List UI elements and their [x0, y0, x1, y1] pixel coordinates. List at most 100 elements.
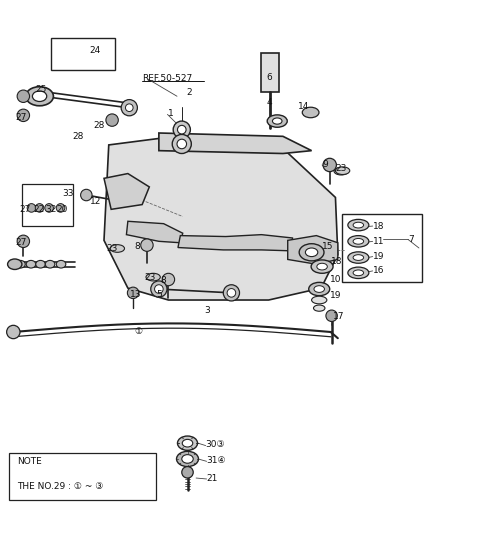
Ellipse shape — [336, 167, 350, 174]
Text: 31④: 31④ — [206, 456, 226, 465]
Polygon shape — [178, 235, 292, 251]
Ellipse shape — [348, 220, 369, 231]
Ellipse shape — [309, 282, 330, 296]
Circle shape — [56, 203, 65, 212]
Ellipse shape — [348, 267, 369, 279]
Text: THE NO.29 : ① ~ ③: THE NO.29 : ① ~ ③ — [17, 482, 103, 491]
Ellipse shape — [182, 455, 193, 463]
FancyBboxPatch shape — [50, 38, 115, 70]
Text: 23: 23 — [336, 164, 347, 173]
Text: REF.50-527: REF.50-527 — [142, 74, 192, 83]
Ellipse shape — [348, 236, 369, 247]
Ellipse shape — [33, 91, 47, 102]
Text: 8: 8 — [161, 276, 167, 285]
Ellipse shape — [26, 260, 36, 268]
Ellipse shape — [305, 248, 318, 257]
Bar — [261, 53, 279, 92]
Text: 23: 23 — [144, 273, 156, 282]
Circle shape — [35, 203, 44, 212]
Text: 11: 11 — [372, 237, 384, 246]
Text: 25: 25 — [36, 84, 47, 94]
Text: 3: 3 — [204, 306, 210, 315]
Ellipse shape — [353, 270, 364, 275]
Polygon shape — [126, 221, 183, 243]
Text: ①: ① — [134, 327, 142, 336]
Ellipse shape — [273, 118, 282, 124]
Circle shape — [326, 310, 337, 322]
Text: 7: 7 — [408, 235, 414, 244]
Text: 27: 27 — [16, 238, 27, 247]
Text: 32: 32 — [45, 206, 57, 214]
Text: 28: 28 — [72, 132, 84, 141]
Text: 27: 27 — [20, 206, 31, 214]
Text: 13: 13 — [130, 290, 142, 299]
Circle shape — [141, 239, 153, 251]
Text: 14: 14 — [298, 102, 310, 111]
Text: 9: 9 — [322, 159, 328, 168]
Ellipse shape — [302, 107, 319, 118]
Ellipse shape — [16, 260, 25, 268]
Circle shape — [17, 235, 30, 247]
Circle shape — [151, 281, 167, 297]
Text: 19: 19 — [372, 252, 384, 261]
FancyBboxPatch shape — [22, 184, 73, 226]
Ellipse shape — [178, 436, 198, 450]
Text: 23: 23 — [107, 244, 118, 253]
Text: 16: 16 — [372, 266, 384, 275]
Text: 15: 15 — [322, 242, 334, 251]
Ellipse shape — [317, 263, 327, 270]
Text: 19: 19 — [330, 291, 341, 300]
Circle shape — [17, 90, 30, 102]
Text: 4: 4 — [267, 98, 272, 108]
Circle shape — [162, 273, 175, 286]
Text: 8: 8 — [134, 242, 140, 251]
FancyBboxPatch shape — [9, 453, 156, 500]
Polygon shape — [104, 174, 149, 209]
Circle shape — [182, 466, 193, 478]
Text: 18: 18 — [331, 257, 342, 266]
Ellipse shape — [353, 254, 364, 260]
Circle shape — [125, 104, 133, 111]
Text: 22: 22 — [34, 206, 45, 214]
Polygon shape — [159, 133, 312, 153]
Ellipse shape — [8, 259, 22, 270]
Ellipse shape — [353, 222, 364, 228]
Ellipse shape — [267, 115, 287, 128]
Text: 5: 5 — [156, 290, 162, 299]
Circle shape — [177, 139, 187, 148]
Circle shape — [7, 325, 20, 339]
Ellipse shape — [36, 260, 45, 268]
Ellipse shape — [348, 252, 369, 263]
Ellipse shape — [334, 167, 348, 175]
Circle shape — [172, 134, 192, 153]
Circle shape — [81, 189, 92, 201]
Ellipse shape — [313, 305, 325, 312]
Ellipse shape — [314, 286, 324, 292]
Text: 30③: 30③ — [205, 440, 225, 449]
Ellipse shape — [110, 245, 124, 252]
Circle shape — [223, 285, 240, 301]
Ellipse shape — [353, 238, 364, 244]
Ellipse shape — [311, 260, 333, 273]
Ellipse shape — [56, 260, 66, 268]
Text: 10: 10 — [330, 275, 341, 284]
Text: 24: 24 — [90, 46, 101, 55]
Circle shape — [27, 203, 36, 212]
Circle shape — [127, 287, 139, 299]
Circle shape — [106, 114, 118, 126]
Circle shape — [155, 285, 163, 293]
Text: 1: 1 — [168, 109, 173, 118]
Circle shape — [178, 125, 186, 134]
Text: 20: 20 — [57, 206, 68, 214]
Circle shape — [121, 100, 137, 116]
Polygon shape — [104, 136, 338, 300]
Circle shape — [17, 109, 30, 122]
Ellipse shape — [299, 244, 324, 261]
FancyBboxPatch shape — [342, 214, 422, 282]
Text: 18: 18 — [372, 222, 384, 231]
Ellipse shape — [182, 440, 193, 447]
Text: 6: 6 — [266, 73, 272, 82]
Circle shape — [323, 158, 336, 172]
Text: 28: 28 — [93, 122, 104, 130]
Circle shape — [45, 203, 53, 212]
